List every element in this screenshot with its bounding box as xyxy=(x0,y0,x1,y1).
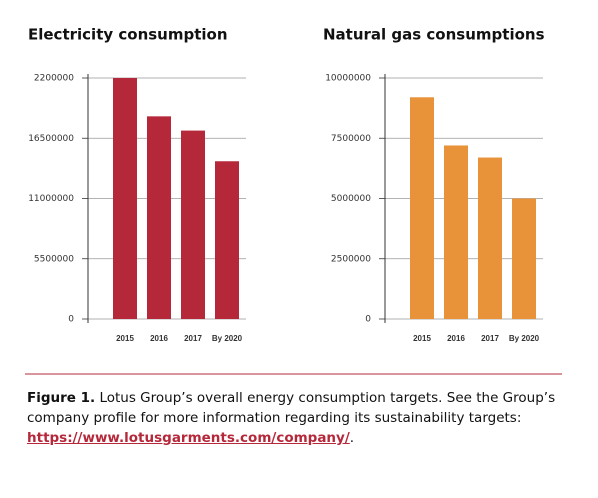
x-tick-label: 2017 xyxy=(481,334,499,343)
y-tick-label: 16500000 xyxy=(28,134,74,144)
bar xyxy=(181,130,205,319)
caption-link[interactable]: https://www.lotusgarments.com/company/ xyxy=(27,430,350,446)
bar xyxy=(444,145,468,319)
y-tick-label: 5500000 xyxy=(34,254,74,264)
bar xyxy=(147,116,171,319)
caption-text: Lotus Group’s overall energy consumption… xyxy=(27,390,556,426)
x-tick-label: By 2020 xyxy=(509,334,540,343)
x-tick-label: By 2020 xyxy=(212,334,243,343)
bar xyxy=(113,78,137,319)
y-tick-label: 2200000 xyxy=(34,74,74,84)
chart-title: Natural gas consumptions xyxy=(323,26,545,44)
x-tick-label: 2016 xyxy=(447,334,465,343)
y-tick-label: 0 xyxy=(68,315,74,325)
bar xyxy=(512,198,536,319)
y-tick-label: 5000000 xyxy=(331,194,371,204)
x-tick-label: 2017 xyxy=(184,334,202,343)
caption-label: Figure 1. xyxy=(27,390,96,406)
chart-title: Electricity consumption xyxy=(28,26,228,44)
y-tick-label: 7500000 xyxy=(331,134,371,144)
caption: Figure 1. Lotus Group’s overall energy c… xyxy=(27,388,572,448)
x-tick-label: 2016 xyxy=(150,334,168,343)
y-tick-label: 10000000 xyxy=(325,74,371,84)
bar xyxy=(410,97,434,319)
x-tick-label: 2015 xyxy=(413,334,431,343)
caption-end: . xyxy=(349,430,355,446)
y-tick-label: 11000000 xyxy=(28,194,74,204)
x-tick-label: 2015 xyxy=(116,334,134,343)
charts: Electricity consumption 0 5500000 11000000 1… xyxy=(25,26,562,375)
bar xyxy=(478,157,502,319)
bar xyxy=(215,161,239,319)
y-tick-label: 2500000 xyxy=(331,254,371,264)
y-tick-label: 0 xyxy=(365,315,371,325)
